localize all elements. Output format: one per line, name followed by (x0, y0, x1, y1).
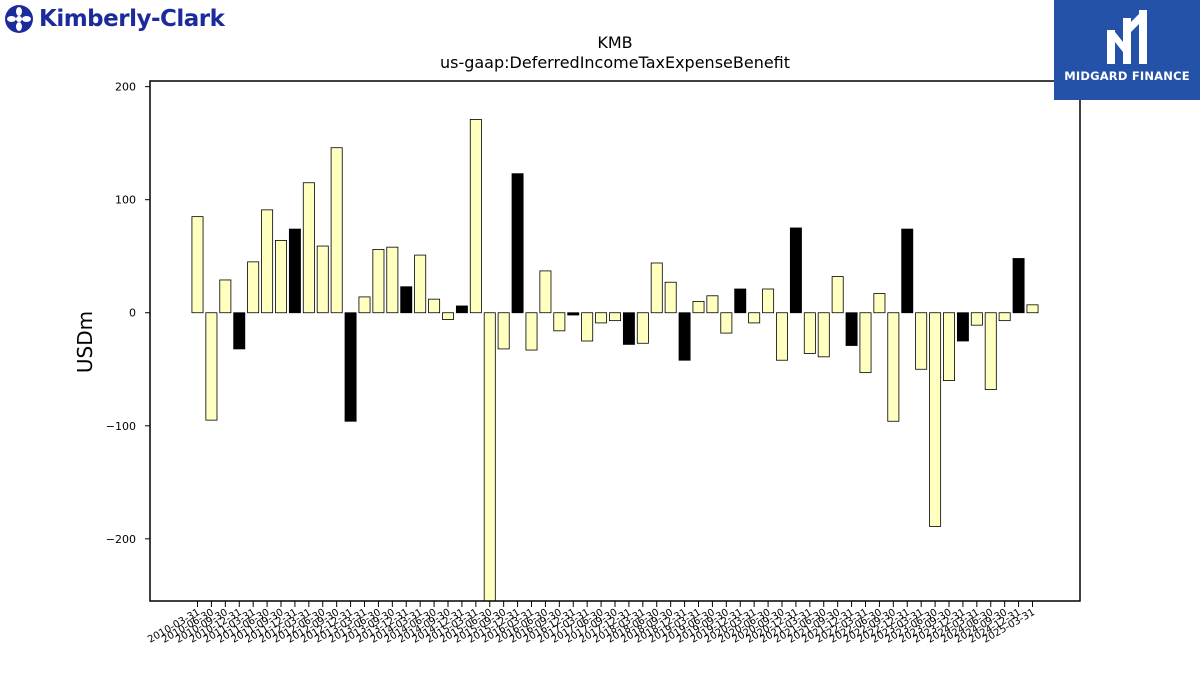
bar (789, 227, 802, 314)
y-axis-label: USDm (73, 311, 97, 373)
bar (497, 312, 510, 350)
chart-subtitle: us-gaap:DeferredIncomeTaxExpenseBenefit (440, 53, 790, 72)
bar (956, 312, 969, 342)
bar (831, 276, 844, 314)
bar (469, 119, 482, 314)
bar (275, 239, 287, 314)
bar (650, 262, 663, 314)
bar (581, 312, 594, 342)
y-tick-label: 200 (115, 81, 136, 94)
y-tick-label: 100 (115, 194, 136, 207)
chart-title: KMB (597, 33, 632, 52)
bar (915, 312, 928, 370)
bar (428, 298, 441, 314)
kimberly-clark-emblem-icon (5, 5, 33, 33)
bar (288, 228, 301, 314)
bar (1012, 258, 1025, 314)
bar (386, 246, 399, 314)
bar (929, 312, 942, 527)
bar (734, 288, 747, 314)
watermark-name: MIDGARD FINANCE (1064, 69, 1190, 83)
bar (622, 312, 635, 345)
bar (901, 228, 914, 314)
bar (511, 173, 524, 314)
y-tick-label: −200 (106, 533, 136, 546)
bar (344, 312, 357, 422)
bar (609, 312, 621, 322)
bar (233, 312, 246, 350)
bar (859, 312, 872, 374)
bar (400, 286, 413, 314)
bar (261, 209, 274, 314)
brand-name: Kimberly-Clark (39, 6, 225, 32)
y-tick-label: 0 (129, 307, 136, 320)
bar (358, 296, 371, 314)
bar (692, 301, 705, 314)
bar (316, 245, 329, 314)
bar (970, 312, 983, 326)
bar (776, 312, 788, 361)
bar (762, 288, 775, 314)
bar (943, 312, 955, 381)
bar (595, 312, 608, 324)
bar (873, 293, 886, 314)
bar (219, 279, 232, 314)
bar (720, 312, 733, 334)
bar (247, 261, 260, 314)
bar (1026, 304, 1039, 314)
bar (748, 312, 761, 324)
bar (636, 312, 649, 344)
bar (998, 312, 1011, 322)
plot-area: −200−10001002002010-03-312010-06-302010-… (106, 81, 1039, 646)
bar (525, 312, 538, 351)
midgard-finance-watermark: MIDGARD FINANCE (1054, 0, 1200, 100)
bar (984, 312, 997, 391)
bar (455, 305, 468, 314)
bar (678, 312, 691, 361)
y-tick-label: −100 (106, 420, 136, 433)
bar (330, 147, 343, 314)
bar (442, 312, 454, 320)
kimberly-clark-logo: Kimberly-Clark (4, 2, 244, 36)
bar (302, 182, 315, 314)
bar (483, 312, 496, 602)
bar (887, 312, 900, 422)
bar (539, 270, 552, 314)
bar (664, 281, 677, 314)
plot-frame (149, 80, 1081, 602)
bar (845, 312, 858, 346)
bar (414, 254, 427, 314)
bar (372, 249, 385, 314)
bar (191, 216, 204, 314)
bar (706, 295, 719, 314)
bar (553, 312, 566, 332)
bar (205, 312, 218, 421)
midgard-logo-icon (1107, 10, 1147, 64)
bar (817, 312, 830, 358)
bar (803, 312, 816, 354)
bar (567, 312, 580, 316)
